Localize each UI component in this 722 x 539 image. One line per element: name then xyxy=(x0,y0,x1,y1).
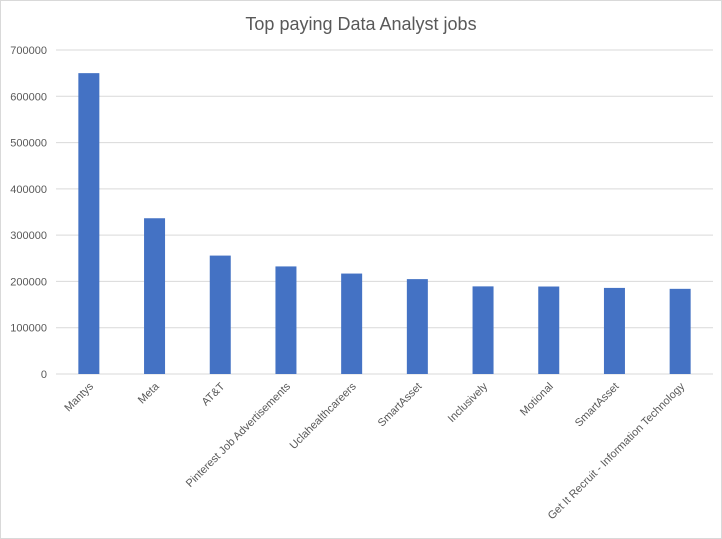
x-category-label: AT&T xyxy=(200,380,228,408)
y-tick-label: 0 xyxy=(41,369,47,381)
bar xyxy=(603,287,625,374)
x-category-label: SmartAsset xyxy=(573,381,622,430)
x-category-label: Mantys xyxy=(62,380,96,414)
bar xyxy=(406,279,428,374)
bar xyxy=(669,288,691,374)
y-tick-label: 300000 xyxy=(10,230,47,242)
y-axis-tick-labels: 0 100000 200000 300000 400000 500000 600000 700… xyxy=(10,45,47,381)
y-tick-label: 400000 xyxy=(10,184,47,196)
x-category-label: Inclusively xyxy=(446,380,491,425)
chart-title: Top paying Data Analyst jobs xyxy=(245,14,476,34)
y-tick-label: 200000 xyxy=(10,276,47,288)
bar xyxy=(341,273,363,374)
bar xyxy=(78,73,100,375)
bar xyxy=(209,255,231,374)
x-category-label: Get It Recruit - Information Technology xyxy=(546,380,688,522)
x-category-label: SmartAsset xyxy=(376,381,425,430)
bars xyxy=(78,73,691,375)
x-category-label: Pinterest Job Advertisements xyxy=(184,380,294,490)
x-category-label: Motional xyxy=(518,381,556,419)
y-tick-label: 600000 xyxy=(10,91,47,103)
bar xyxy=(538,286,560,374)
gridlines xyxy=(56,49,713,375)
x-category-label: Meta xyxy=(136,380,162,406)
bar xyxy=(275,266,297,374)
bar xyxy=(472,286,494,374)
y-tick-label: 100000 xyxy=(10,323,47,335)
x-category-label: Uclahealthcareers xyxy=(288,380,360,452)
y-tick-label: 700000 xyxy=(10,45,47,57)
y-tick-label: 500000 xyxy=(10,138,47,150)
bar xyxy=(144,218,166,374)
